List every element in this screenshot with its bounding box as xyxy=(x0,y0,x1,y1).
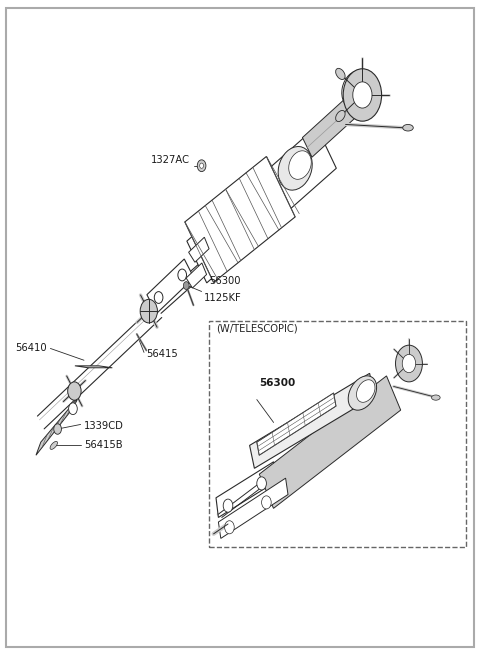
Polygon shape xyxy=(216,462,276,517)
Ellipse shape xyxy=(336,68,345,79)
Ellipse shape xyxy=(289,151,311,179)
Circle shape xyxy=(396,345,422,382)
Ellipse shape xyxy=(357,380,375,402)
Text: 1125KF: 1125KF xyxy=(204,293,242,303)
Circle shape xyxy=(402,354,416,373)
Text: 56415B: 56415B xyxy=(84,440,122,451)
Text: 56415: 56415 xyxy=(146,348,178,359)
Ellipse shape xyxy=(348,376,377,410)
Polygon shape xyxy=(187,126,336,283)
Circle shape xyxy=(183,282,189,290)
Circle shape xyxy=(54,424,61,434)
Circle shape xyxy=(353,82,372,108)
Polygon shape xyxy=(186,263,206,288)
Circle shape xyxy=(197,160,206,172)
Circle shape xyxy=(154,291,163,303)
Text: (W/TELESCOPIC): (W/TELESCOPIC) xyxy=(216,324,298,334)
Polygon shape xyxy=(259,376,401,508)
Ellipse shape xyxy=(342,71,372,109)
Circle shape xyxy=(257,477,266,490)
Polygon shape xyxy=(218,478,288,538)
Circle shape xyxy=(225,521,234,534)
Polygon shape xyxy=(189,237,209,262)
Circle shape xyxy=(262,496,271,509)
Polygon shape xyxy=(257,393,336,455)
Polygon shape xyxy=(75,365,112,368)
Ellipse shape xyxy=(50,441,58,449)
FancyBboxPatch shape xyxy=(209,321,466,547)
Text: 1327AC: 1327AC xyxy=(151,155,190,166)
Circle shape xyxy=(223,499,233,512)
Polygon shape xyxy=(36,396,79,455)
Polygon shape xyxy=(147,259,194,314)
Circle shape xyxy=(200,163,204,168)
Circle shape xyxy=(140,299,157,323)
Circle shape xyxy=(69,403,77,415)
Ellipse shape xyxy=(336,111,345,122)
Text: 56300: 56300 xyxy=(259,378,296,388)
Ellipse shape xyxy=(432,395,440,400)
Circle shape xyxy=(68,382,81,400)
Circle shape xyxy=(343,69,382,121)
Text: 1339CD: 1339CD xyxy=(84,421,124,431)
Polygon shape xyxy=(185,157,295,282)
Text: 56300: 56300 xyxy=(209,276,240,286)
Circle shape xyxy=(178,269,187,281)
Polygon shape xyxy=(250,373,374,468)
Text: 56410: 56410 xyxy=(15,343,47,354)
Polygon shape xyxy=(302,98,355,157)
Ellipse shape xyxy=(403,124,413,131)
Ellipse shape xyxy=(278,147,312,190)
